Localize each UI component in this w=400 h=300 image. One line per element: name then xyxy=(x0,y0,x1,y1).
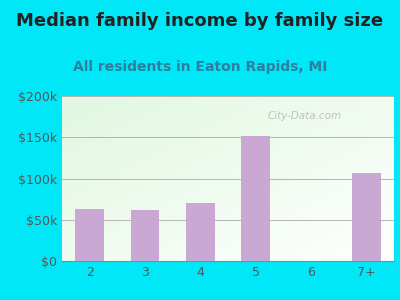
Bar xyxy=(241,136,270,261)
Bar xyxy=(131,210,159,261)
Text: Median family income by family size: Median family income by family size xyxy=(16,12,384,30)
Text: City-Data.com: City-Data.com xyxy=(267,111,342,121)
Bar xyxy=(75,209,104,261)
Bar xyxy=(186,203,215,261)
Text: All residents in Eaton Rapids, MI: All residents in Eaton Rapids, MI xyxy=(73,60,327,74)
Bar xyxy=(352,173,381,261)
